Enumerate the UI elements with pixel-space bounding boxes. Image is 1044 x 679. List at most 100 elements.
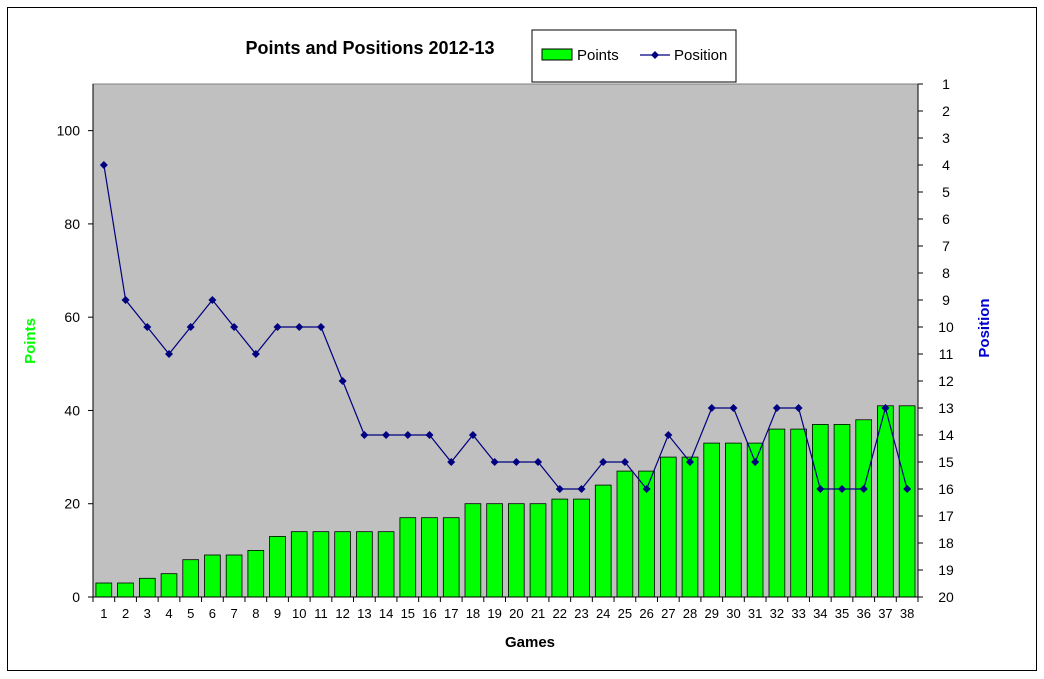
- x-tick-label: 35: [835, 606, 849, 621]
- x-tick-label: 1: [100, 606, 107, 621]
- points-bar: [616, 470, 634, 598]
- right-tick-label: 1: [942, 76, 950, 92]
- x-tick-label: 17: [444, 606, 458, 621]
- x-axis-label: Games: [505, 634, 555, 651]
- points-bar: [812, 423, 829, 598]
- x-tick-label: 26: [639, 606, 653, 621]
- x-tick-label: 31: [748, 606, 762, 621]
- x-tick-label: 19: [487, 606, 501, 621]
- right-tick-label: 2: [942, 103, 950, 119]
- position-marker: [490, 458, 499, 466]
- points-bar: [529, 503, 547, 598]
- position-marker: [599, 458, 608, 466]
- points-bar: [703, 442, 720, 598]
- x-tick-label: 8: [252, 606, 259, 621]
- right-tick-label: 9: [942, 292, 950, 308]
- x-tick-label: 27: [661, 606, 675, 621]
- points-bar: [725, 442, 742, 598]
- right-tick-label: 20: [938, 589, 954, 605]
- points-bar: [95, 582, 113, 598]
- position-marker: [620, 458, 629, 466]
- x-tick-label: 34: [813, 606, 827, 621]
- points-bar: [660, 456, 677, 598]
- position-marker: [751, 458, 760, 466]
- x-tick-label: 13: [357, 606, 371, 621]
- x-tick-label: 36: [856, 606, 870, 621]
- chart-title: Points and Positions 2012-13: [245, 38, 494, 58]
- points-bar: [573, 498, 590, 598]
- position-marker: [208, 296, 217, 304]
- position-marker: [555, 485, 564, 493]
- points-bar: [377, 531, 395, 598]
- points-bar: [356, 531, 373, 598]
- left-tick-label: 100: [57, 123, 81, 139]
- position-marker: [642, 485, 651, 493]
- right-tick-label: 18: [938, 535, 954, 551]
- points-bar: [746, 442, 764, 598]
- x-tick-label: 16: [422, 606, 436, 621]
- position-marker: [468, 431, 477, 439]
- points-bar: [269, 536, 286, 598]
- position-marker: [859, 485, 868, 493]
- position-marker: [903, 485, 912, 493]
- points-bar: [551, 498, 569, 598]
- x-tick-label: 4: [165, 606, 172, 621]
- points-bar: [768, 428, 786, 598]
- position-line: [103, 164, 908, 491]
- x-tick-label: 30: [726, 606, 740, 621]
- position-marker: [534, 458, 543, 466]
- right-tick-label: 12: [938, 373, 954, 389]
- right-tick-label: 15: [938, 454, 954, 470]
- points-bar: [877, 405, 894, 598]
- points-bar: [790, 428, 807, 598]
- position-marker: [447, 458, 456, 466]
- position-marker: [664, 431, 673, 439]
- y-axis-label-left: Points: [22, 318, 39, 364]
- position-marker: [838, 485, 847, 493]
- position-marker: [186, 323, 195, 331]
- points-bar: [442, 517, 460, 598]
- points-bar: [312, 531, 330, 598]
- position-marker: [577, 485, 586, 493]
- right-tick-label: 5: [942, 184, 950, 200]
- x-tick-label: 25: [618, 606, 632, 621]
- x-tick-label: 12: [335, 606, 349, 621]
- position-marker: [338, 377, 347, 385]
- points-bar: [290, 531, 308, 598]
- right-tick-label: 11: [939, 346, 954, 362]
- x-tick-label: 24: [596, 606, 610, 621]
- right-tick-label: 14: [938, 427, 954, 443]
- x-tick-label: 2: [122, 606, 129, 621]
- legend-points-swatch: [541, 48, 573, 61]
- points-bar: [681, 456, 699, 598]
- right-tick-label: 16: [938, 481, 954, 497]
- x-tick-label: 5: [187, 606, 194, 621]
- x-tick-label: 28: [683, 606, 697, 621]
- position-marker: [403, 431, 412, 439]
- position-marker: [881, 404, 890, 412]
- x-tick-label: 18: [466, 606, 480, 621]
- legend-position-marker: [651, 51, 659, 59]
- x-tick-label: 14: [379, 606, 393, 621]
- points-bar: [399, 517, 417, 598]
- position-marker: [512, 458, 521, 466]
- points-bar: [594, 484, 612, 598]
- y-axis-label-right: Position: [976, 298, 993, 357]
- x-tick-label: 21: [531, 606, 545, 621]
- left-tick-label: 0: [72, 589, 80, 605]
- x-tick-label: 10: [292, 606, 306, 621]
- points-bar: [182, 559, 200, 598]
- x-axis: 1 2 3 4 5 6 7 8 9 10 11 12 13 14 15 16 17 18 19 20 21 22 23 24 2…: [92, 596, 919, 621]
- x-tick-label: 38: [900, 606, 914, 621]
- position-marker: [382, 431, 391, 439]
- points-bar: [225, 554, 243, 598]
- left-tick-label: 20: [64, 496, 80, 512]
- legend-position-label: Position: [674, 47, 727, 64]
- x-tick-label: 33: [791, 606, 805, 621]
- position-marker: [99, 161, 108, 169]
- points-bar: [898, 405, 916, 598]
- points-bar: [464, 503, 482, 598]
- x-tick-label: 22: [553, 606, 567, 621]
